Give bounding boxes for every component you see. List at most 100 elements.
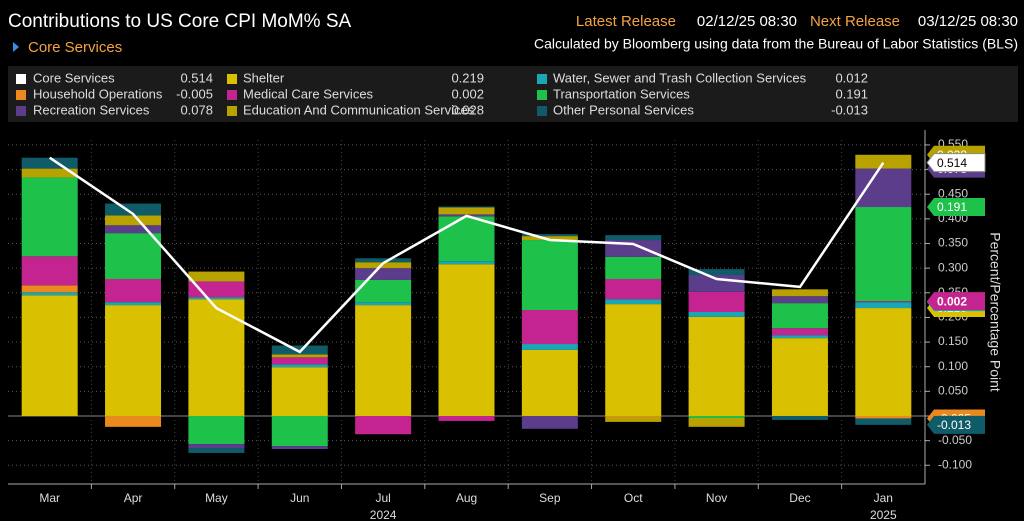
bar-segment — [188, 299, 245, 416]
bar-segment — [855, 302, 912, 309]
line — [49, 156, 885, 354]
bar-segment — [438, 415, 495, 421]
bar-segment — [271, 354, 328, 358]
bar-segment — [688, 417, 745, 427]
x-tick-label: Jul — [375, 491, 390, 505]
x-tick-label: Apr — [124, 491, 143, 505]
bar-segment — [855, 308, 912, 416]
bar-segment — [771, 289, 828, 297]
bar-segment — [188, 448, 245, 453]
last-value-label: 0.191 — [937, 200, 967, 214]
bar-segment — [438, 206, 495, 208]
bar-segment — [855, 154, 912, 169]
legend-label: Water, Sewer and Trash Collection Servic… — [553, 70, 807, 85]
legend-swatch — [16, 106, 26, 116]
bar-segment — [855, 418, 912, 425]
bar-segment — [355, 305, 412, 416]
chart-title: Contributions to US Core CPI MoM% SA — [8, 11, 352, 32]
bar-segment — [771, 415, 828, 420]
legend-swatch — [227, 74, 237, 84]
bar-segment — [21, 177, 78, 257]
bar-segment — [855, 415, 912, 419]
bar-segment — [105, 278, 162, 303]
x-tick-label: Sep — [539, 491, 561, 505]
x-tick-label: Oct — [624, 491, 643, 505]
legend-box — [8, 66, 1018, 122]
bar-segment — [688, 312, 745, 317]
bar-segment — [105, 215, 162, 226]
bar-segment — [21, 285, 78, 293]
next-release-label: Next Release — [810, 13, 900, 30]
bar-segment — [688, 291, 745, 312]
x-year-label: 2025 — [870, 508, 897, 521]
bar-segment — [21, 157, 78, 169]
x-tick-label: May — [205, 491, 228, 505]
legend-label: Education And Communication Services — [243, 102, 475, 117]
legend-swatch — [537, 90, 547, 100]
y-tick-label: 0.150 — [938, 334, 968, 348]
x-tick-label: Nov — [706, 491, 727, 505]
y-axis-label: Percent/Percentage Point — [987, 232, 1003, 392]
bar-segment — [355, 268, 412, 280]
last-value-tag — [927, 415, 985, 434]
legend-label: Household Operations — [33, 86, 163, 101]
bar-segment — [271, 446, 328, 450]
bar-segment — [605, 235, 662, 241]
next-release: 03/12/25 08:30 — [918, 13, 1018, 30]
legend-label: Shelter — [243, 70, 285, 85]
bar-segment — [271, 364, 328, 368]
bar-segment — [688, 316, 745, 416]
last-value-label: -0.013 — [937, 418, 971, 432]
bar-segment — [771, 296, 828, 304]
legend-value: 0.191 — [835, 86, 868, 101]
latest-release-label: Latest Release — [576, 13, 676, 30]
bar-segment — [188, 271, 245, 282]
last-value-tag — [927, 198, 985, 217]
bar-segment — [355, 279, 412, 303]
bar-segment — [21, 168, 78, 178]
y-tick-label: -0.050 — [938, 433, 972, 447]
bar-segment — [605, 278, 662, 300]
bar-segment — [521, 310, 578, 345]
legend-swatch — [537, 74, 547, 84]
y-tick-label: 0.450 — [938, 186, 968, 200]
y-tick-label: 0.350 — [938, 236, 968, 250]
bar-segment — [521, 344, 578, 350]
security: Core Services — [28, 39, 122, 56]
x-tick-label: Aug — [456, 491, 477, 505]
x-tick-label: Mar — [39, 491, 60, 505]
legend-value: 0.078 — [180, 102, 213, 117]
bar-segment — [855, 207, 912, 302]
bar-segment — [438, 264, 495, 416]
bar-segment — [605, 415, 662, 417]
y-tick-label: 0.100 — [938, 359, 968, 373]
bar-segment — [605, 256, 662, 279]
bar-segment — [188, 415, 245, 445]
bar-segment — [105, 305, 162, 416]
bar-segment — [688, 415, 745, 418]
bar-segment — [355, 415, 412, 435]
last-value-tag — [927, 292, 985, 311]
legend-swatch — [16, 74, 26, 84]
y-tick-label: 0.050 — [938, 384, 968, 398]
bar-segment — [521, 349, 578, 416]
legend-swatch — [227, 90, 237, 100]
bar-segment — [521, 236, 578, 241]
bar-segment — [771, 328, 828, 336]
last-value-tag — [926, 153, 986, 173]
bar-segment — [605, 416, 662, 422]
bar-segment — [438, 216, 495, 262]
bar-segment — [105, 415, 162, 427]
bar-segment — [438, 207, 495, 215]
x-tick-label: Dec — [789, 491, 810, 505]
bar-segment — [355, 258, 412, 263]
legend-label: Transportation Services — [553, 86, 690, 101]
bar-segment — [188, 297, 245, 300]
x-tick-label: Jan — [874, 491, 893, 505]
bar-segment — [771, 335, 828, 339]
x-tick-label: Jun — [290, 491, 309, 505]
bar-segment — [855, 301, 912, 303]
legend-label: Recreation Services — [33, 102, 150, 117]
